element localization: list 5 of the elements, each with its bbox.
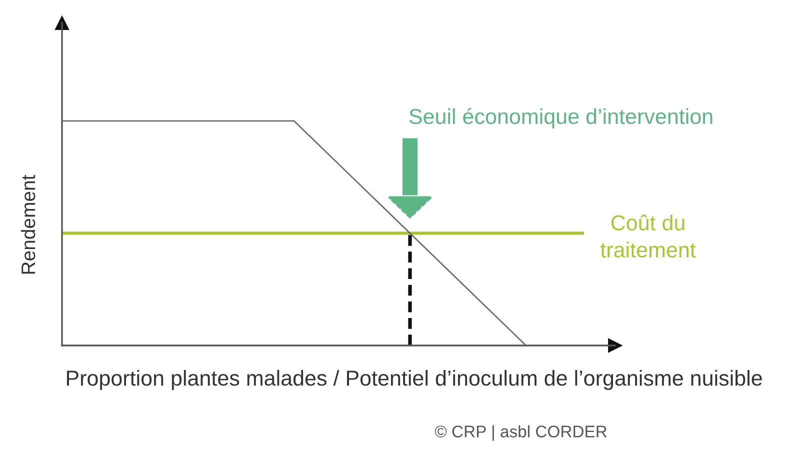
annotation: Seuil économique d’intervention	[409, 108, 712, 128]
x-axis-title: Proportion plantes malades / Potentiel d’inoculum de l’organisme nuisible	[66, 370, 762, 390]
ref-line-label: Coût du traitement	[600, 214, 696, 258]
y-axis-title: Rendement	[20, 174, 36, 274]
text: © CRP | asbl CORDER	[434, 425, 607, 441]
